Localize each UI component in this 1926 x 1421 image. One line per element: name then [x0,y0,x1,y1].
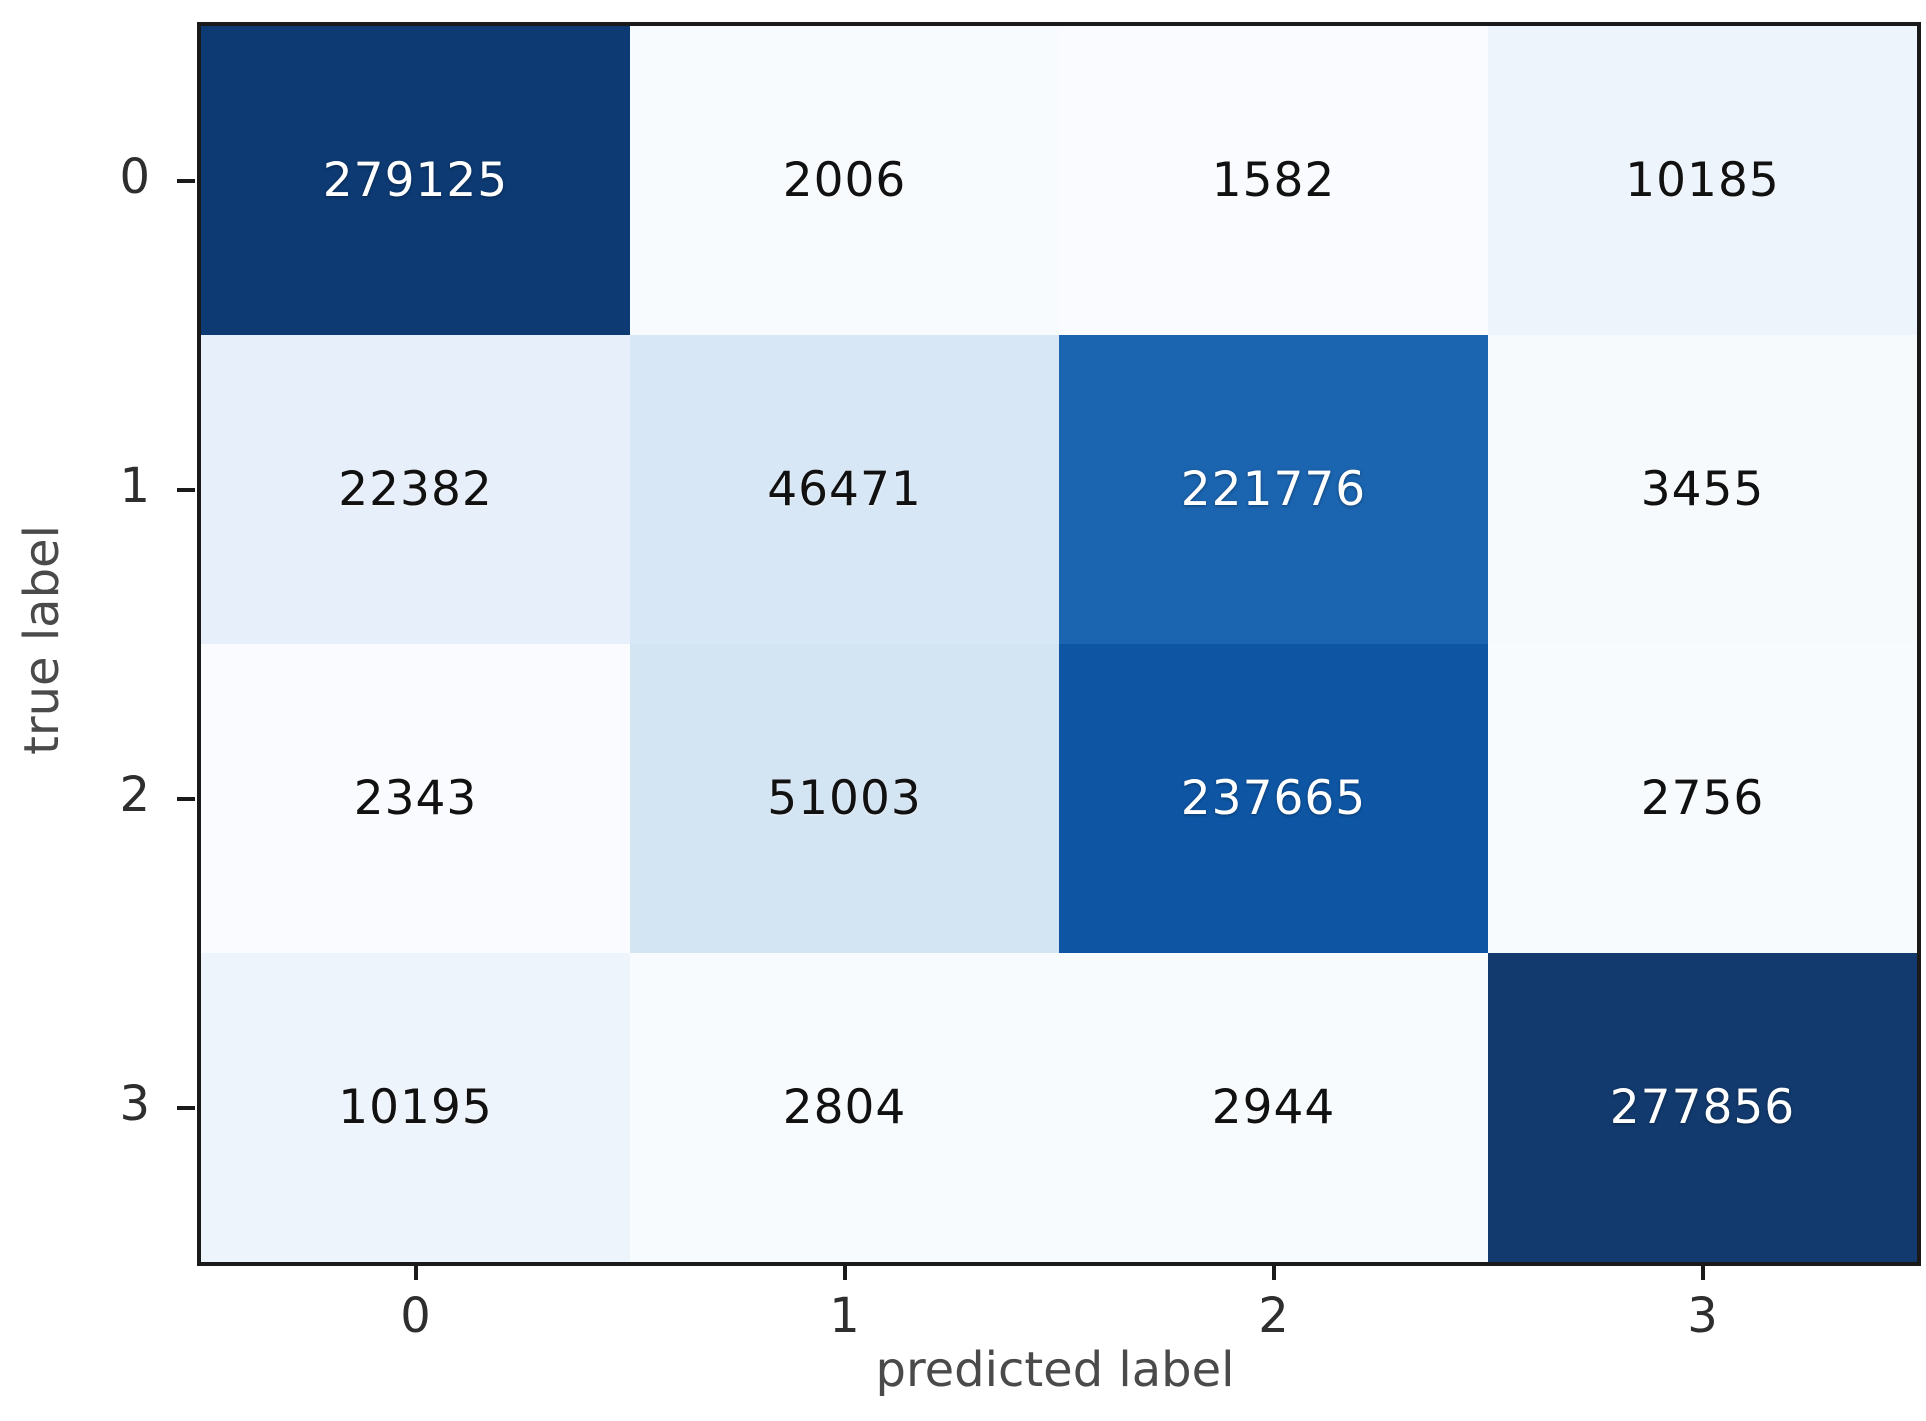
matrix-cell-r1c0: 22382 [201,335,630,644]
matrix-cell-r0c1: 2006 [630,26,1059,335]
y-tick-mark-3 [177,1105,195,1110]
matrix-cell-r0c2: 1582 [1059,26,1488,335]
y-tick-label-2: 2 [119,766,150,823]
x-tick-label-2: 2 [1258,1288,1289,1344]
cell-value: 1582 [1211,153,1336,208]
x-tick-mark-0 [413,1262,418,1280]
cell-value: 2343 [353,771,478,826]
y-tick-mark-2 [177,796,195,801]
cell-value: 237665 [1180,771,1367,826]
matrix-cell-r1c2: 221776 [1059,335,1488,644]
cell-value: 279125 [322,153,509,208]
cell-value: 2944 [1211,1080,1336,1135]
matrix-cell-r2c0: 2343 [201,644,630,953]
y-tick-mark-0 [177,178,195,183]
matrix-cell-r3c2: 2944 [1059,953,1488,1262]
cell-value: 51003 [767,771,922,826]
matrix-cell-r2c3: 2756 [1488,644,1917,953]
matrix-cell-r0c3: 10185 [1488,26,1917,335]
cell-value: 22382 [338,462,493,517]
heatmap-plot-area: 279125 2006 1582 10185 22382 46471 221776 3455 2… [197,22,1921,1266]
cell-value: 2804 [782,1080,907,1135]
x-tick-label-1: 1 [829,1288,860,1344]
x-tick-label-0: 0 [400,1288,431,1344]
y-tick-mark-1 [177,487,195,492]
cell-value: 46471 [767,462,922,517]
matrix-cell-r3c3: 277856 [1488,953,1917,1262]
y-tick-label-3: 3 [119,1075,150,1132]
cell-value: 221776 [1180,462,1367,517]
x-tick-mark-2 [1271,1262,1276,1280]
x-axis-label: predicted label [875,1342,1235,1398]
matrix-cell-r0c0: 279125 [201,26,630,335]
x-tick-label-3: 3 [1687,1288,1718,1344]
y-tick-label-0: 0 [119,148,150,205]
y-axis-label: true label [14,525,70,755]
matrix-cell-r2c1: 51003 [630,644,1059,953]
matrix-cell-r1c1: 46471 [630,335,1059,644]
cell-value: 277856 [1609,1080,1796,1135]
cell-value: 10185 [1625,153,1780,208]
heatmap-grid: 279125 2006 1582 10185 22382 46471 221776 3455 2… [201,26,1917,1262]
cell-value: 10195 [338,1080,493,1135]
cell-value: 3455 [1640,462,1765,517]
matrix-cell-r1c3: 3455 [1488,335,1917,644]
cell-value: 2006 [782,153,907,208]
x-tick-mark-1 [842,1262,847,1280]
matrix-cell-r3c0: 10195 [201,953,630,1262]
cell-value: 2756 [1640,771,1765,826]
matrix-cell-r3c1: 2804 [630,953,1059,1262]
x-tick-mark-3 [1700,1262,1705,1280]
matrix-cell-r2c2: 237665 [1059,644,1488,953]
y-tick-label-1: 1 [119,457,150,514]
